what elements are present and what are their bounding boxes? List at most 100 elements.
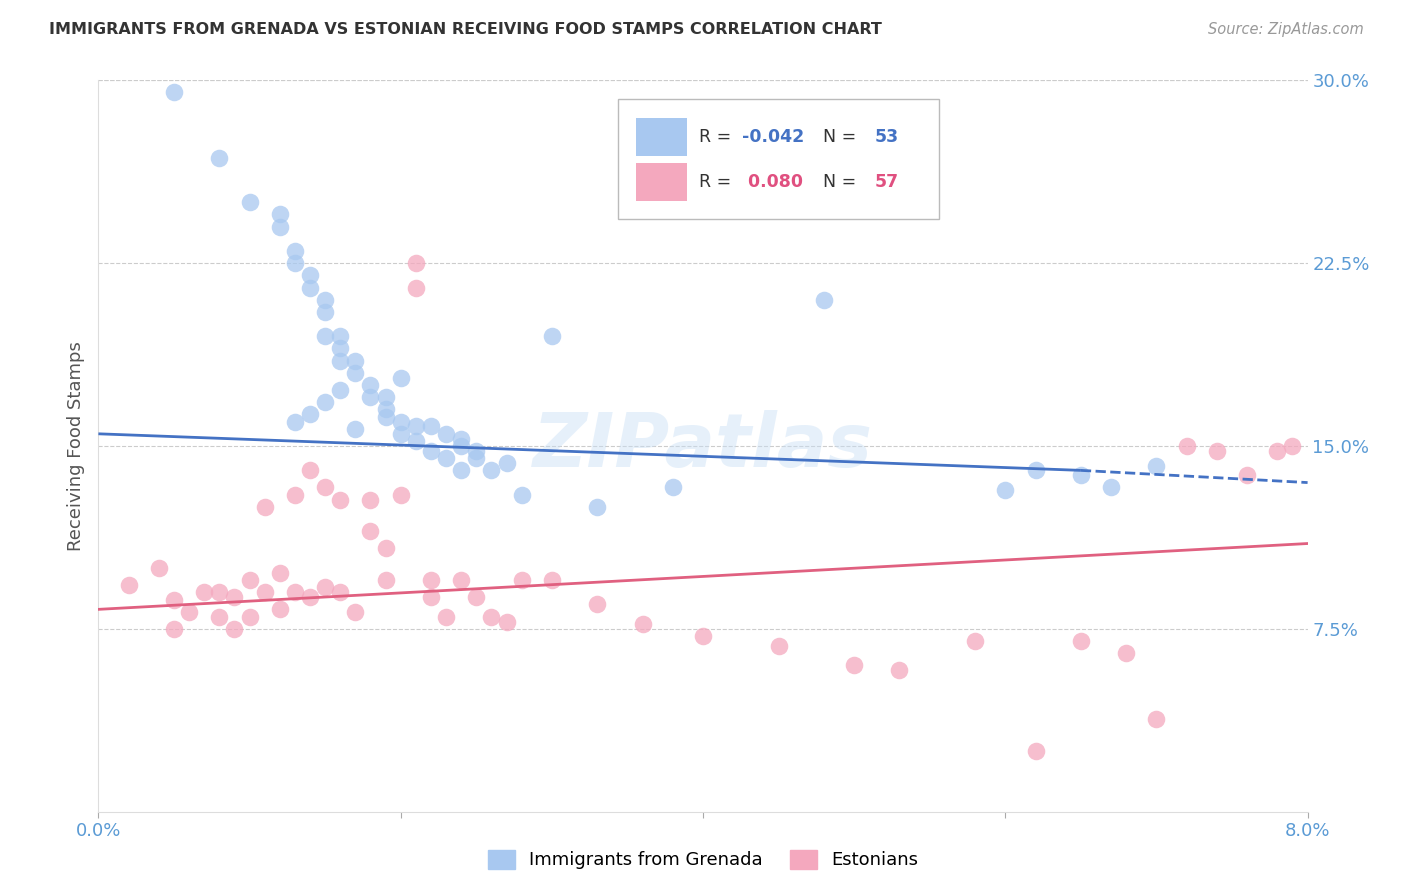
Point bbox=[329, 329, 352, 343]
Point bbox=[389, 426, 412, 441]
Point bbox=[1070, 468, 1092, 483]
FancyBboxPatch shape bbox=[637, 119, 688, 156]
Point bbox=[299, 268, 322, 283]
Point bbox=[1025, 463, 1047, 477]
Point bbox=[1025, 744, 1047, 758]
Text: Source: ZipAtlas.com: Source: ZipAtlas.com bbox=[1208, 22, 1364, 37]
Text: N =: N = bbox=[811, 173, 862, 191]
Text: R =: R = bbox=[699, 173, 737, 191]
Point bbox=[148, 561, 170, 575]
Point bbox=[344, 422, 367, 436]
Point bbox=[994, 483, 1017, 497]
Point bbox=[1146, 458, 1168, 473]
Point bbox=[253, 500, 276, 514]
Point bbox=[179, 605, 201, 619]
Point bbox=[239, 195, 262, 210]
Point bbox=[284, 256, 307, 270]
Point bbox=[1070, 634, 1092, 648]
Point bbox=[269, 602, 291, 616]
Point bbox=[284, 415, 307, 429]
Point bbox=[434, 609, 457, 624]
Y-axis label: Receiving Food Stamps: Receiving Food Stamps bbox=[66, 341, 84, 551]
Legend: Immigrants from Grenada, Estonians: Immigrants from Grenada, Estonians bbox=[478, 841, 928, 879]
Point bbox=[434, 451, 457, 466]
Point bbox=[420, 419, 443, 434]
Point bbox=[239, 573, 262, 587]
Point bbox=[389, 415, 412, 429]
Point bbox=[299, 280, 322, 294]
Point bbox=[269, 207, 291, 221]
Point bbox=[1146, 712, 1168, 726]
Point bbox=[314, 480, 336, 494]
Point bbox=[299, 407, 322, 421]
Point bbox=[329, 585, 352, 599]
Point bbox=[344, 353, 367, 368]
Point bbox=[224, 622, 246, 636]
Point bbox=[118, 578, 141, 592]
Point bbox=[1267, 443, 1289, 458]
Point bbox=[329, 353, 352, 368]
Point bbox=[389, 488, 412, 502]
Point bbox=[253, 585, 276, 599]
Point bbox=[510, 573, 533, 587]
Point bbox=[284, 244, 307, 258]
Point bbox=[299, 463, 322, 477]
Point bbox=[389, 370, 412, 384]
Point bbox=[269, 566, 291, 580]
Point bbox=[692, 629, 714, 643]
Point bbox=[314, 305, 336, 319]
Point bbox=[495, 615, 517, 629]
Point bbox=[314, 293, 336, 307]
Point bbox=[1281, 439, 1303, 453]
Point bbox=[374, 402, 396, 417]
Point bbox=[329, 492, 352, 507]
Point bbox=[844, 658, 866, 673]
Point bbox=[450, 432, 472, 446]
Point bbox=[360, 390, 382, 404]
Point bbox=[405, 419, 427, 434]
Point bbox=[163, 86, 186, 100]
Point bbox=[465, 590, 488, 604]
Point bbox=[193, 585, 215, 599]
Point bbox=[374, 409, 396, 424]
Text: IMMIGRANTS FROM GRENADA VS ESTONIAN RECEIVING FOOD STAMPS CORRELATION CHART: IMMIGRANTS FROM GRENADA VS ESTONIAN RECE… bbox=[49, 22, 882, 37]
Point bbox=[208, 151, 231, 165]
Text: R =: R = bbox=[699, 128, 737, 146]
Point bbox=[405, 434, 427, 449]
Point bbox=[631, 617, 654, 632]
Point bbox=[314, 329, 336, 343]
Point bbox=[450, 573, 472, 587]
Point bbox=[586, 598, 609, 612]
FancyBboxPatch shape bbox=[637, 163, 688, 201]
Point bbox=[239, 609, 262, 624]
Point bbox=[374, 390, 396, 404]
Point bbox=[329, 383, 352, 397]
Point bbox=[965, 634, 987, 648]
Point bbox=[360, 524, 382, 539]
Point bbox=[1099, 480, 1122, 494]
Point bbox=[208, 585, 231, 599]
Point bbox=[284, 488, 307, 502]
Point bbox=[314, 581, 336, 595]
Point bbox=[768, 639, 790, 653]
Point bbox=[374, 573, 396, 587]
Point bbox=[299, 590, 322, 604]
Text: -0.042: -0.042 bbox=[742, 128, 804, 146]
Point bbox=[163, 592, 186, 607]
Point bbox=[163, 622, 186, 636]
Text: 0.080: 0.080 bbox=[742, 173, 803, 191]
Point bbox=[465, 451, 488, 466]
Point bbox=[1115, 646, 1137, 660]
Point bbox=[540, 573, 562, 587]
Point bbox=[344, 605, 367, 619]
Text: 53: 53 bbox=[875, 128, 898, 146]
Point bbox=[314, 395, 336, 409]
Point bbox=[405, 256, 427, 270]
Point bbox=[434, 426, 457, 441]
Point bbox=[405, 280, 427, 294]
Point bbox=[360, 378, 382, 392]
Point bbox=[510, 488, 533, 502]
Point bbox=[450, 463, 472, 477]
Point bbox=[540, 329, 562, 343]
Point bbox=[481, 609, 503, 624]
